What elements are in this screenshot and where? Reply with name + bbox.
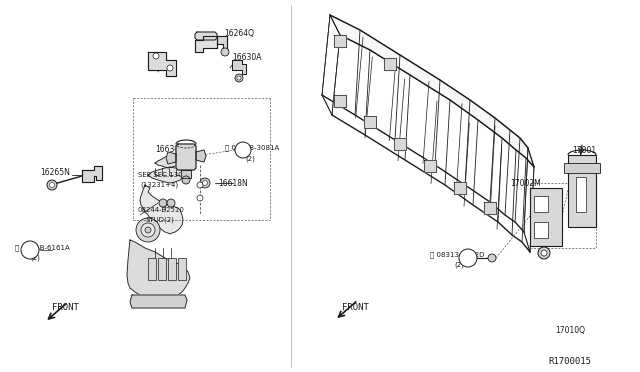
Polygon shape (484, 202, 496, 214)
Circle shape (237, 76, 241, 80)
Circle shape (167, 65, 173, 71)
Circle shape (200, 178, 210, 188)
Circle shape (153, 53, 159, 59)
Text: 17002M: 17002M (510, 179, 541, 187)
Text: 16264Q: 16264Q (224, 29, 254, 38)
Polygon shape (82, 166, 102, 182)
Circle shape (538, 247, 550, 259)
Bar (576, 177, 586, 212)
Bar (564, 163, 600, 173)
Polygon shape (127, 240, 190, 303)
Polygon shape (364, 116, 376, 128)
Text: 16630: 16630 (155, 144, 179, 154)
Text: (2): (2) (30, 255, 40, 261)
Text: Ⓢ 08313-4122D: Ⓢ 08313-4122D (430, 252, 484, 258)
Bar (158, 258, 166, 280)
Polygon shape (384, 58, 396, 70)
Circle shape (145, 227, 151, 233)
Polygon shape (454, 182, 466, 194)
Text: (13231+4): (13231+4) (140, 182, 178, 188)
Polygon shape (148, 167, 185, 183)
Circle shape (21, 241, 39, 259)
Polygon shape (155, 155, 180, 168)
Text: 08244-B2510: 08244-B2510 (138, 207, 185, 213)
Bar (148, 258, 156, 280)
Text: 16630A: 16630A (232, 52, 262, 61)
Circle shape (49, 183, 54, 187)
Polygon shape (232, 60, 246, 74)
Circle shape (488, 254, 496, 262)
Text: 16265N: 16265N (40, 167, 70, 176)
Circle shape (167, 199, 175, 207)
Circle shape (202, 180, 207, 186)
Text: Ⓢ: Ⓢ (463, 254, 468, 263)
Circle shape (197, 182, 203, 188)
Circle shape (541, 250, 547, 256)
Polygon shape (196, 150, 206, 162)
Text: 17010Q: 17010Q (555, 326, 585, 334)
Polygon shape (330, 15, 534, 167)
Polygon shape (176, 144, 196, 170)
Circle shape (136, 218, 160, 242)
Text: (2): (2) (245, 156, 255, 162)
Bar (530, 188, 562, 246)
Polygon shape (217, 36, 227, 50)
Polygon shape (195, 32, 217, 40)
Polygon shape (130, 295, 187, 308)
Text: FRONT: FRONT (52, 304, 79, 312)
Text: Ⓢ: Ⓢ (25, 247, 30, 256)
Text: (2): (2) (454, 262, 464, 268)
Circle shape (159, 199, 167, 207)
Text: 16634: 16634 (148, 61, 172, 70)
Circle shape (235, 142, 251, 158)
Bar (178, 258, 186, 280)
Circle shape (459, 249, 477, 267)
Text: Ⓢ 081AB-6161A: Ⓢ 081AB-6161A (15, 245, 70, 251)
Text: R1700015: R1700015 (548, 357, 591, 366)
Text: 17001: 17001 (572, 145, 596, 154)
Circle shape (141, 223, 155, 237)
Text: N: N (240, 148, 244, 154)
Text: Ⓝ 08918-3081A: Ⓝ 08918-3081A (225, 145, 279, 151)
Text: 16618N: 16618N (218, 179, 248, 187)
Polygon shape (424, 160, 436, 172)
Polygon shape (195, 36, 217, 52)
Circle shape (47, 180, 57, 190)
Circle shape (197, 195, 203, 201)
Polygon shape (334, 35, 346, 47)
Polygon shape (148, 52, 176, 76)
Text: STUD(2): STUD(2) (145, 217, 174, 223)
Bar (568, 155, 596, 227)
Polygon shape (394, 138, 406, 150)
Circle shape (182, 176, 190, 184)
Text: FRONT: FRONT (342, 304, 369, 312)
Text: SEE SEC.130: SEE SEC.130 (138, 172, 182, 178)
Polygon shape (334, 95, 346, 107)
Bar (534, 196, 548, 212)
Polygon shape (166, 152, 176, 164)
Bar (534, 222, 548, 238)
Polygon shape (140, 185, 183, 234)
Circle shape (221, 48, 229, 56)
Bar (168, 258, 176, 280)
Polygon shape (181, 170, 191, 178)
Circle shape (235, 74, 243, 82)
